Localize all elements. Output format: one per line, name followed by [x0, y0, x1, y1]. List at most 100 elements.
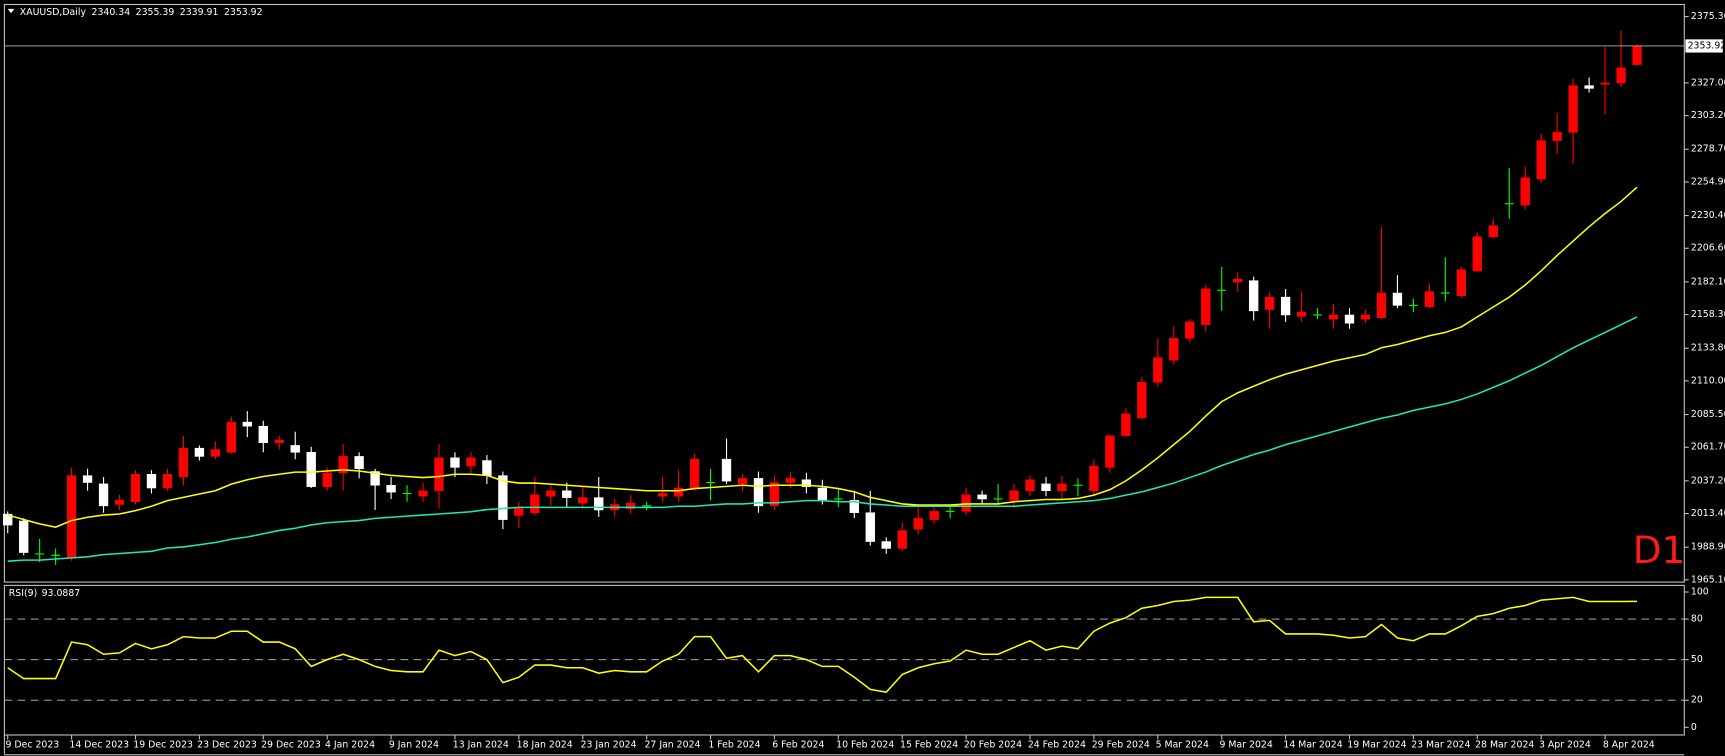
candle-body [1424, 291, 1435, 308]
x-tick-label: 14 Dec 2023 [69, 739, 129, 750]
candle-body [210, 449, 221, 457]
candle-body [354, 456, 364, 470]
x-tick-label: 23 Dec 2023 [197, 739, 257, 750]
candle-body [849, 500, 859, 514]
indicator-header: RSI(9) 93.0887 [9, 588, 81, 599]
candle-body [194, 447, 205, 457]
candle-body [929, 511, 939, 520]
header-open: 2340.34 [92, 7, 131, 18]
y-tick-label: 2375.30 [1691, 11, 1725, 22]
y-tick-label: 2182.10 [1691, 276, 1725, 287]
candle-body [146, 474, 157, 489]
x-tick-label: 29 Dec 2023 [261, 739, 321, 750]
collapse-arrow[interactable] [7, 8, 15, 14]
candle-body [1376, 292, 1387, 319]
series-line [7, 316, 1638, 562]
candle-body [370, 471, 380, 486]
y-tick-label: 1965.10 [1691, 574, 1725, 585]
y-tick-label: 2303.20 [1691, 110, 1725, 121]
x-tick-label: 23 Mar 2024 [1411, 739, 1470, 750]
candle-body [785, 478, 796, 483]
candle-body [66, 475, 77, 559]
candle-body [514, 508, 524, 516]
candle-body [498, 475, 508, 520]
x-tick-label: 29 Feb 2024 [1092, 739, 1150, 750]
candle-body [913, 517, 923, 530]
x-tick-label: 6 Feb 2024 [772, 739, 824, 750]
candle-body [881, 541, 891, 549]
x-tick-label: 15 Feb 2024 [900, 739, 958, 750]
x-tick-label: 28 Mar 2024 [1475, 739, 1534, 750]
candle-body [721, 458, 732, 482]
candle-body [1137, 381, 1147, 419]
candle-body [1264, 296, 1275, 310]
x-tick-label: 4 Jan 2024 [325, 739, 375, 750]
y-tick-label: 100 [1691, 587, 1709, 598]
timeframe-label: D1 [1633, 528, 1686, 572]
y-tick-label: 2133.80 [1691, 343, 1725, 354]
y-tick-label: 2085.50 [1691, 409, 1725, 420]
x-tick-label: 18 Jan 2024 [517, 739, 573, 750]
y-tick-label: 2110.00 [1691, 375, 1725, 386]
candle-body [801, 479, 812, 487]
candle-body [338, 456, 348, 474]
y-tick-label: 2061.70 [1691, 442, 1725, 453]
series-line [7, 596, 1638, 693]
candle-body [434, 457, 444, 492]
y-tick-label: 2013.40 [1691, 508, 1725, 519]
x-tick-label: 8 Apr 2024 [1603, 739, 1655, 750]
candle-body [1009, 490, 1019, 501]
candle-body [1616, 67, 1626, 84]
y-tick-label: 2254.90 [1691, 176, 1725, 187]
candle-body [546, 490, 556, 497]
candle-body [82, 475, 93, 483]
candle-body [1600, 82, 1610, 85]
candle-body [1296, 311, 1307, 317]
y-tick-label: 1988.90 [1691, 542, 1725, 553]
candle-body [1472, 236, 1482, 272]
chart-header: XAUUSD,Daily 2340.34 2355.39 2339.91 2353.92 [20, 7, 263, 18]
x-tick-label: 27 Jan 2024 [644, 739, 700, 750]
candle-body [562, 490, 572, 498]
x-tick-label: 20 Feb 2024 [964, 739, 1022, 750]
candle-body [626, 502, 636, 509]
candle-body [753, 478, 764, 507]
header-low: 2339.91 [180, 7, 219, 18]
series-line [7, 186, 1638, 528]
y-tick-label: 2158.30 [1691, 309, 1725, 320]
candle-body [1105, 435, 1115, 468]
candle-body [530, 494, 540, 514]
candle-body [466, 457, 476, 467]
candle-body [1025, 479, 1035, 492]
candle-body [1344, 314, 1355, 324]
current-price-box [1685, 39, 1723, 53]
candle-body [1280, 296, 1291, 316]
candle-body [1185, 321, 1195, 339]
candle-body [114, 500, 125, 505]
candle-body [673, 487, 684, 497]
candle-body [1328, 314, 1339, 320]
x-tick-label: 24 Feb 2024 [1028, 739, 1086, 750]
candle-body [897, 530, 907, 549]
y-tick-label: 2037.20 [1691, 475, 1725, 486]
candle-body [1392, 292, 1403, 306]
x-tick-label: 19 Dec 2023 [133, 739, 193, 750]
candle-body [162, 474, 173, 489]
candle-body [242, 421, 252, 427]
candle-body [1360, 314, 1371, 320]
candle-body [1089, 465, 1099, 492]
x-tick-label: 19 Mar 2024 [1347, 739, 1406, 750]
candle-body [3, 513, 13, 526]
candle-body [1248, 280, 1259, 312]
candle-body [1201, 288, 1211, 325]
candle-body [290, 445, 300, 453]
x-tick-label: 23 Jan 2024 [581, 739, 637, 750]
candle-body [1536, 140, 1546, 180]
candle-body [1520, 177, 1530, 206]
candle-body [1456, 269, 1466, 297]
candle-body [977, 494, 987, 500]
candle-body [482, 460, 492, 476]
candle-body [274, 439, 284, 443]
y-tick-label: 2230.40 [1691, 210, 1725, 221]
y-tick-label: 0 [1691, 722, 1697, 733]
